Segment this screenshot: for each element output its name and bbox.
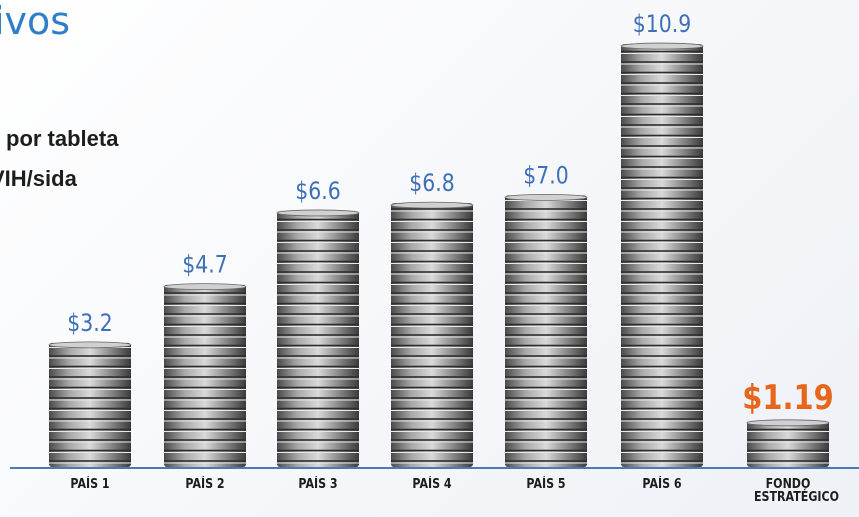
x-tick-label: PAÍS 4	[391, 478, 473, 491]
coin-top	[164, 284, 246, 290]
value-label: $10.9	[633, 11, 691, 39]
value-label: $1.19	[742, 379, 833, 418]
coin-rims	[621, 44, 703, 467]
value-label: $6.6	[295, 177, 340, 205]
x-tick-label: FONDO ESTRATÉGICO	[754, 478, 822, 504]
x-tick-label: PAÍS 2	[164, 478, 246, 491]
page: ivos por tableta VIH/sida $3.2 $4.7 $6.6 $6…	[0, 0, 859, 517]
coin-top	[49, 342, 131, 348]
coin-rims	[747, 421, 829, 467]
chart: ivos por tableta VIH/sida $3.2 $4.7 $6.6 $6…	[0, 0, 859, 517]
coin-rims	[391, 203, 473, 467]
coin-rims	[164, 285, 246, 467]
value-label: $3.2	[67, 309, 112, 337]
x-tick-label: PAÍS 3	[277, 478, 359, 491]
coin-top	[277, 210, 359, 216]
title: ivos	[0, 0, 70, 43]
value-label: $6.8	[409, 170, 454, 198]
coin-rims	[505, 195, 587, 467]
coin-rims	[49, 343, 131, 467]
value-label: $7.0	[523, 162, 568, 190]
coin-top	[505, 194, 587, 200]
coin-top	[391, 202, 473, 208]
coin-top	[621, 43, 703, 49]
x-tick-label: PAÍS 1	[49, 478, 131, 491]
coin-rims	[277, 211, 359, 467]
x-tick-label: PAÍS 6	[621, 478, 703, 491]
subtitle: VIH/sida	[0, 166, 78, 191]
value-label: $4.7	[182, 251, 227, 279]
coin-top	[747, 420, 829, 426]
x-tick-label: PAÍS 5	[505, 478, 587, 491]
subtitle: por tableta	[6, 126, 119, 151]
